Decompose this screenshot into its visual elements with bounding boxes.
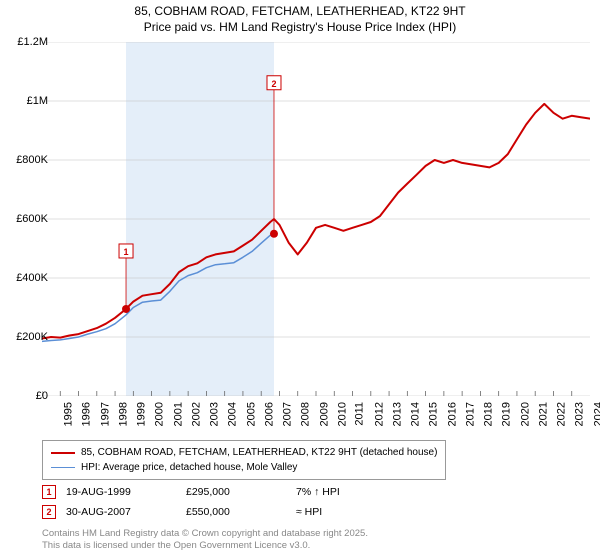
x-tick-label: 1998 (117, 402, 129, 426)
x-tick-label: 2017 (464, 402, 476, 426)
annotation-row-0: 1 19-AUG-1999 £295,000 7% ↑ HPI (42, 482, 340, 502)
title-block: 85, COBHAM ROAD, FETCHAM, LEATHERHEAD, K… (0, 0, 600, 35)
x-tick-label: 2003 (209, 402, 221, 426)
annotation-price-1: £550,000 (186, 506, 286, 518)
x-tick-label: 2023 (574, 402, 586, 426)
legend-swatch-1 (51, 467, 75, 469)
x-tick-label: 1996 (81, 402, 93, 426)
annotation-pct-1: ≈ HPI (296, 506, 322, 518)
legend-box: 85, COBHAM ROAD, FETCHAM, LEATHERHEAD, K… (42, 440, 446, 480)
annotation-date-0: 19-AUG-1999 (66, 486, 176, 498)
y-tick-label: £600K (16, 213, 48, 225)
chart-svg: 12 (42, 42, 590, 396)
x-tick-label: 2016 (446, 402, 458, 426)
x-tick-label: 2004 (227, 402, 239, 426)
x-tick-label: 2020 (519, 402, 531, 426)
y-tick-label: £400K (16, 272, 48, 284)
x-tick-label: 2018 (483, 402, 495, 426)
x-tick-label: 2008 (300, 402, 312, 426)
y-tick-label: £1M (27, 95, 48, 107)
annotation-pct-0: 7% ↑ HPI (296, 486, 340, 498)
legend-row-0: 85, COBHAM ROAD, FETCHAM, LEATHERHEAD, K… (51, 445, 437, 460)
x-tick-label: 2015 (428, 402, 440, 426)
x-tick-label: 2010 (336, 402, 348, 426)
x-tick-label: 2021 (537, 402, 549, 426)
annotation-marker-0: 1 (42, 485, 56, 499)
y-tick-label: £0 (36, 390, 48, 402)
annotation-row-1: 2 30-AUG-2007 £550,000 ≈ HPI (42, 502, 340, 522)
x-tick-label: 2012 (373, 402, 385, 426)
legend-label-0: 85, COBHAM ROAD, FETCHAM, LEATHERHEAD, K… (81, 445, 437, 460)
x-tick-label: 1997 (99, 402, 111, 426)
x-tick-label: 2011 (354, 402, 366, 426)
x-tick-label: 2024 (592, 402, 600, 426)
x-tick-label: 2001 (172, 402, 184, 426)
x-tick-label: 2006 (263, 402, 275, 426)
footer-line-2: This data is licensed under the Open Gov… (42, 540, 368, 552)
chart-area: 12 (42, 42, 590, 396)
x-tick-label: 2019 (501, 402, 513, 426)
annotation-table: 1 19-AUG-1999 £295,000 7% ↑ HPI 2 30-AUG… (42, 482, 340, 522)
y-tick-label: £1.2M (17, 36, 48, 48)
x-tick-label: 1999 (136, 402, 148, 426)
x-tick-label: 2013 (391, 402, 403, 426)
svg-text:2: 2 (271, 79, 276, 89)
legend-label-1: HPI: Average price, detached house, Mole… (81, 460, 297, 475)
footer-line-1: Contains HM Land Registry data © Crown c… (42, 528, 368, 540)
legend-row-1: HPI: Average price, detached house, Mole… (51, 460, 437, 475)
chart-container: 85, COBHAM ROAD, FETCHAM, LEATHERHEAD, K… (0, 0, 600, 560)
x-tick-label: 2000 (154, 402, 166, 426)
x-tick-label: 2002 (190, 402, 202, 426)
x-tick-label: 2007 (282, 402, 294, 426)
legend-swatch-0 (51, 452, 75, 454)
x-tick-label: 2014 (410, 402, 422, 426)
annotation-price-0: £295,000 (186, 486, 286, 498)
svg-text:1: 1 (124, 247, 129, 257)
title-line-2: Price paid vs. HM Land Registry's House … (0, 20, 600, 36)
y-tick-label: £800K (16, 154, 48, 166)
x-tick-label: 1995 (62, 402, 74, 426)
x-tick-label: 2009 (318, 402, 330, 426)
footer: Contains HM Land Registry data © Crown c… (42, 528, 368, 553)
annotation-marker-1: 2 (42, 505, 56, 519)
title-line-1: 85, COBHAM ROAD, FETCHAM, LEATHERHEAD, K… (0, 4, 600, 20)
x-tick-label: 2005 (245, 402, 257, 426)
x-tick-label: 2022 (556, 402, 568, 426)
y-tick-label: £200K (16, 331, 48, 343)
annotation-date-1: 30-AUG-2007 (66, 506, 176, 518)
